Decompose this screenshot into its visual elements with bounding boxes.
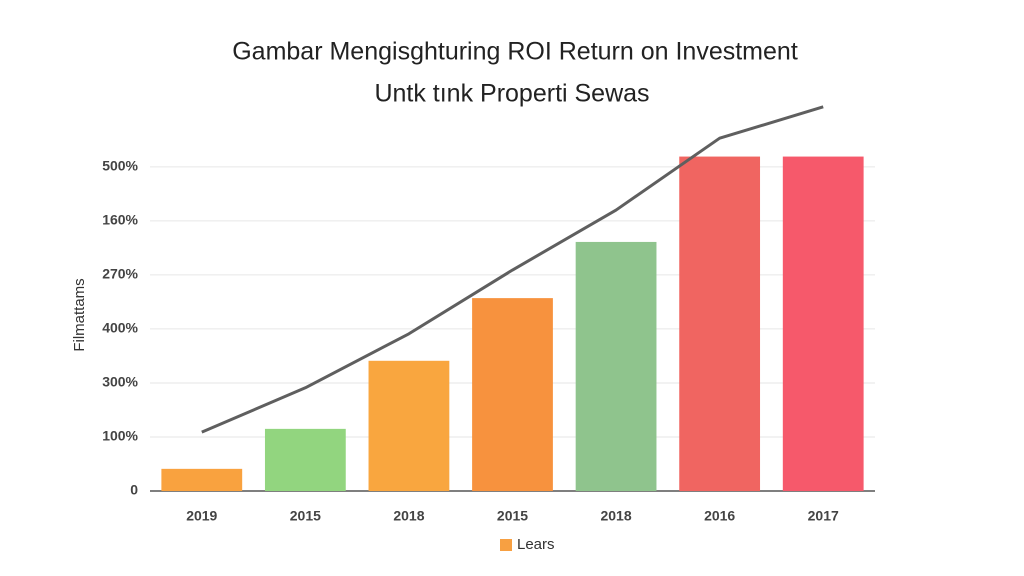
y-tick-label: 100% [102, 428, 138, 444]
y-tick-label: 270% [102, 266, 138, 282]
y-tick-label: 300% [102, 374, 138, 390]
y-tick-label: 500% [102, 158, 138, 174]
bar [472, 298, 553, 491]
x-tick-label: 2018 [600, 508, 631, 524]
legend-label: Lears [517, 536, 555, 553]
y-axis-label: Filmattams [71, 278, 88, 351]
bar [575, 241, 657, 491]
y-tick-label: 160% [102, 212, 138, 228]
legend-swatch [500, 539, 512, 551]
x-tick-label: 2019 [186, 508, 217, 524]
x-tick-label: 2015 [497, 508, 528, 524]
line [201, 105, 824, 434]
x-tick-label: 2017 [808, 508, 839, 524]
y-tick-label: 400% [102, 320, 138, 336]
x-tick-label: 2016 [704, 508, 735, 524]
x-tick-label: 2015 [290, 508, 321, 524]
chart-title: Gambar Mengisghturing ROI Return on Inve… [232, 38, 798, 66]
bar [782, 156, 864, 491]
bar [264, 428, 346, 491]
x-tick-label: 2018 [393, 508, 424, 524]
chart-subtitle: Untk tınk Properti Sewas [374, 80, 649, 108]
bar [368, 360, 450, 491]
y-tick-label: 0 [130, 482, 138, 498]
bar [679, 156, 761, 491]
bar [161, 468, 243, 491]
